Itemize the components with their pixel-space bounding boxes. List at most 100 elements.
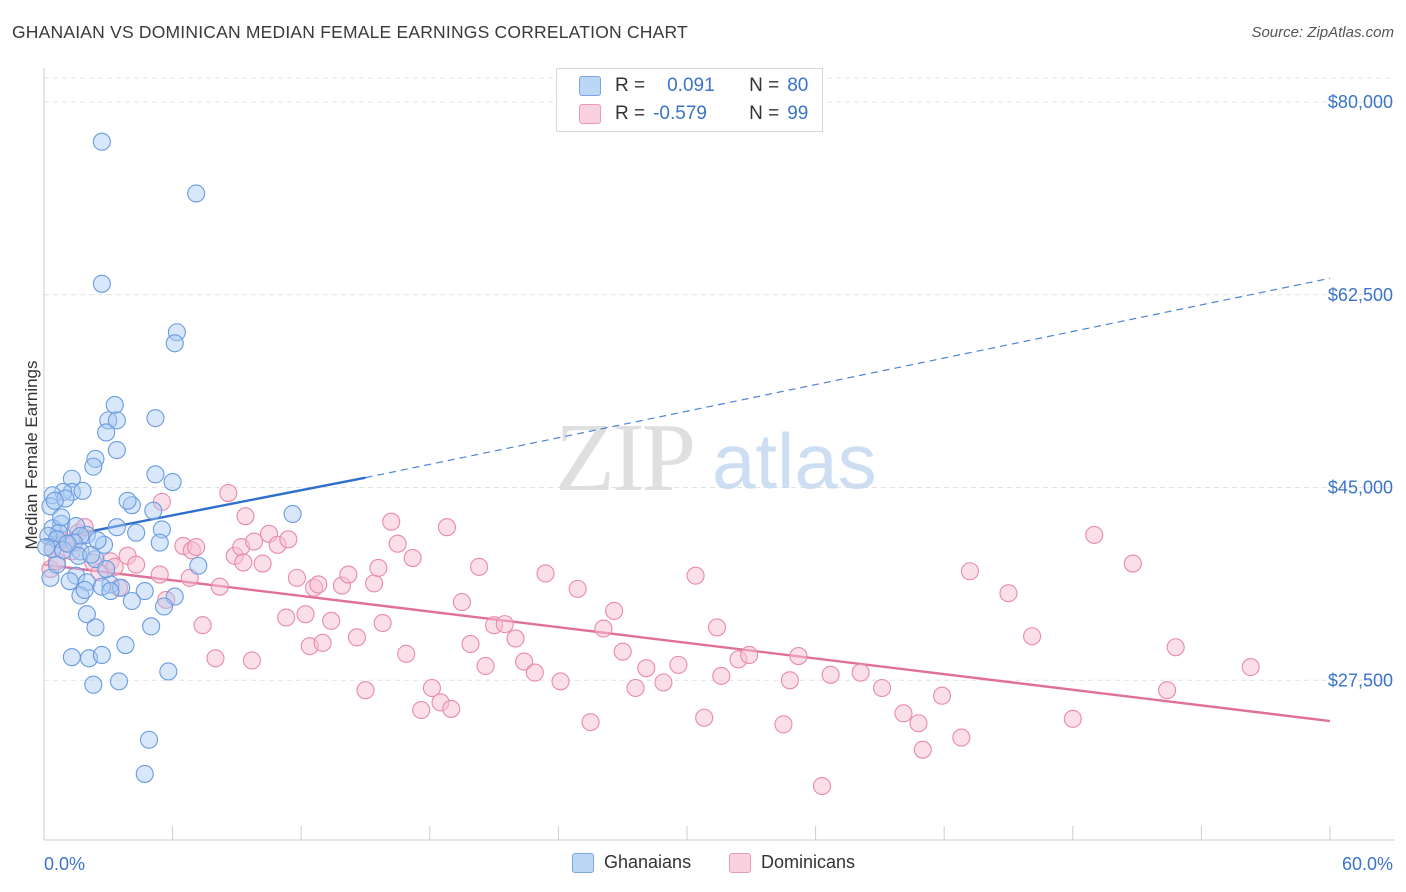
data-point-ghanaians [187, 184, 206, 203]
data-point-ghanaians [139, 730, 159, 749]
data-point-ghanaians [52, 508, 71, 527]
ghanaians-trend-line [43, 476, 366, 542]
data-point-dominicans [551, 672, 570, 691]
data-point-dominicans [774, 715, 793, 734]
data-point-ghanaians [135, 582, 154, 601]
data-point-dominicans [872, 678, 892, 698]
data-point-dominicans [506, 629, 525, 648]
legend-swatch-pink [579, 104, 601, 124]
legend-r-label: R = [615, 75, 646, 96]
data-point-dominicans [253, 554, 272, 573]
data-point-dominicans [933, 686, 952, 705]
data-point-ghanaians [107, 441, 126, 460]
data-point-dominicans [150, 565, 169, 584]
data-point-dominicans [1166, 638, 1185, 657]
data-point-ghanaians [165, 334, 184, 353]
data-point-dominicans [568, 579, 587, 598]
stats-legend: R = 0.091 N = 80 R = -0.579 N = 99 [556, 68, 823, 132]
data-point-dominicans [626, 678, 645, 698]
trend-lines [43, 277, 1331, 723]
data-point-dominicans [695, 708, 714, 727]
data-point-ghanaians [105, 395, 124, 414]
data-point-dominicans [1158, 681, 1177, 700]
data-point-dominicans [296, 605, 315, 624]
source-label: Source: ZipAtlas.com [1251, 24, 1394, 41]
x-tick-label: 0.0% [44, 854, 85, 874]
data-point-dominicans [952, 728, 971, 747]
axes [43, 68, 1395, 841]
data-point-dominicans [686, 566, 705, 585]
data-point-ghanaians [142, 617, 161, 636]
data-point-dominicans [789, 647, 808, 666]
y-axis-label: Median Female Earnings [22, 361, 41, 550]
data-point-dominicans [397, 644, 416, 663]
data-point-dominicans [909, 714, 928, 733]
data-point-dominicans [277, 608, 296, 627]
bottom-legend-label: Ghanaians [604, 852, 692, 872]
data-point-ghanaians [75, 580, 94, 600]
data-point-ghanaians [107, 518, 126, 537]
data-point-ghanaians [109, 672, 129, 691]
data-point-dominicans [851, 663, 870, 682]
data-point-ghanaians [86, 618, 105, 637]
data-point-dominicans [403, 548, 422, 568]
data-point-dominicans [913, 740, 932, 759]
y-tick-label: $45,000 [1328, 478, 1393, 498]
data-point-ghanaians [118, 491, 137, 510]
y-tick-label: $80,000 [1328, 92, 1393, 112]
data-point-ghanaians [58, 534, 77, 553]
data-point-ghanaians [62, 648, 81, 667]
legend-swatch-blue [579, 76, 601, 96]
data-point-dominicans [369, 558, 388, 578]
data-point-ghanaians [84, 457, 103, 476]
dominicans-points [41, 484, 1260, 796]
data-point-ghanaians [163, 472, 182, 492]
data-point-dominicans [347, 628, 366, 647]
data-point-dominicans [279, 530, 298, 549]
data-point-ghanaians [159, 662, 178, 681]
legend-row-dominicans: R = -0.579 N = 99 [579, 101, 808, 127]
data-point-dominicans [365, 574, 384, 593]
data-point-ghanaians [146, 465, 165, 484]
data-point-dominicans [437, 518, 456, 537]
bottom-legend-label: Dominicans [761, 852, 856, 872]
ghanaians-trend-extension [365, 277, 1331, 479]
data-point-dominicans [707, 618, 727, 637]
data-point-ghanaians [45, 491, 64, 510]
data-point-dominicans [388, 534, 407, 553]
data-point-ghanaians [92, 645, 111, 665]
bottom-legend-dominicans: Dominicans [729, 852, 855, 873]
data-point-dominicans [193, 616, 212, 635]
data-point-ghanaians [135, 764, 154, 783]
data-point-ghanaians [283, 504, 302, 524]
data-point-dominicans [712, 666, 731, 685]
data-point-ghanaians [101, 582, 120, 601]
data-point-ghanaians [62, 469, 81, 488]
data-point-ghanaians [122, 591, 141, 611]
data-point-dominicans [234, 553, 253, 572]
data-point-ghanaians [189, 556, 208, 575]
data-point-ghanaians [112, 578, 131, 597]
data-point-ghanaians [37, 537, 56, 557]
data-point-dominicans [669, 655, 688, 674]
data-point-ghanaians [84, 675, 103, 694]
data-point-ghanaians [73, 481, 92, 500]
data-point-dominicans [637, 659, 656, 678]
bottom-legend-ghanaians: Ghanaians [572, 852, 691, 873]
data-point-dominicans [461, 634, 480, 653]
data-point-dominicans [127, 555, 146, 574]
data-point-ghanaians [60, 572, 79, 591]
data-point-dominicans [821, 665, 840, 684]
data-point-dominicans [412, 700, 431, 720]
x-tick-label: 60.0% [1342, 854, 1393, 874]
data-point-dominicans [536, 564, 555, 583]
data-point-dominicans [515, 652, 534, 671]
data-point-dominicans [206, 649, 225, 668]
data-point-ghanaians [146, 409, 165, 428]
data-point-dominicans [470, 557, 489, 576]
data-point-dominicans [219, 484, 238, 503]
dominicans-trend-line [43, 563, 1331, 723]
data-point-ghanaians [154, 597, 174, 616]
legend-n-value: 99 [787, 103, 809, 124]
